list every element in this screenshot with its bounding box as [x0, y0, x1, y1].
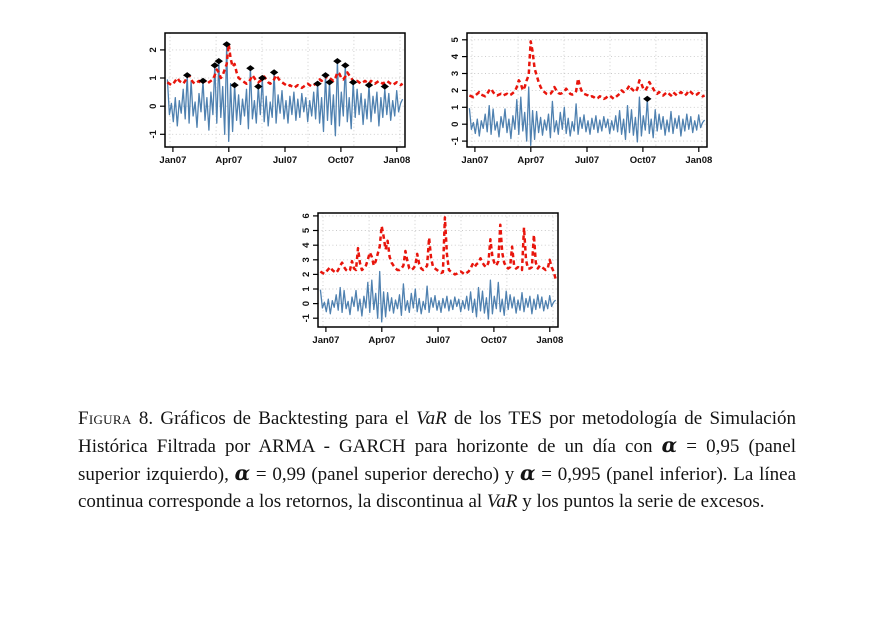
returns-line — [319, 270, 557, 323]
returns-line — [166, 43, 404, 143]
var-line — [468, 40, 706, 101]
exceedance-point — [333, 58, 342, 65]
figure-caption: Figura 8. Gráficos de Backtesting para e… — [78, 405, 796, 515]
y-tick-label: 3 — [450, 71, 461, 76]
x-tick-label: Jul07 — [273, 155, 297, 166]
exceedance-point — [349, 79, 358, 86]
y-tick-label: -1 — [148, 129, 159, 138]
exceedance-point — [230, 82, 239, 89]
y-tick-label: 5 — [450, 36, 461, 42]
x-tick-label: Jan07 — [461, 155, 488, 166]
caption-run: = 0,995 (panel inferior). La línea conti… — [78, 464, 797, 512]
x-tick-label: Oct07 — [481, 335, 507, 346]
x-tick-label: Apr07 — [368, 335, 395, 346]
caption-run: de los TES por metodología de Simulación… — [78, 408, 796, 457]
caption-run: VaR — [486, 491, 518, 512]
exceedance-point — [341, 62, 350, 69]
caption-run: y los puntos la serie de excesos. — [517, 491, 765, 512]
caption-run: Gráficos de Backtesting para el — [160, 408, 417, 429]
exceedance-point — [198, 77, 208, 84]
caption-run: α — [234, 461, 251, 485]
var-line — [166, 43, 404, 90]
exceedance-point — [364, 82, 374, 89]
caption-run: Figura — [78, 408, 132, 429]
x-tick-label: Apr07 — [215, 155, 242, 166]
y-tick-label: 1 — [148, 75, 159, 81]
x-tick-label: Oct07 — [630, 155, 656, 166]
y-tick-label: 2 — [301, 272, 312, 277]
x-tick-label: Jan08 — [536, 335, 563, 346]
caption-run: VaR — [416, 408, 447, 429]
y-tick-label: 0 — [148, 104, 159, 109]
y-tick-label: 2 — [148, 47, 159, 52]
y-tick-label: 4 — [450, 53, 461, 59]
y-tick-label: 6 — [301, 213, 312, 218]
y-tick-label: 0 — [301, 301, 312, 306]
x-tick-label: Jan08 — [685, 155, 712, 166]
exceedance-point — [380, 83, 389, 90]
x-tick-label: Jul07 — [426, 335, 450, 346]
x-tick-label: Apr07 — [517, 155, 544, 166]
exceedance-point — [321, 72, 330, 79]
exceedance-point — [325, 79, 334, 86]
caption-run: = 0,95 (panel superior izquierdo), — [78, 436, 797, 485]
y-tick-label: -1 — [301, 313, 312, 322]
exceedance-point — [254, 83, 263, 90]
x-tick-label: Jul07 — [575, 155, 599, 166]
returns-line — [468, 86, 706, 146]
x-tick-label: Jan07 — [159, 155, 186, 166]
x-tick-label: Jan08 — [383, 155, 410, 166]
y-tick-label: 0 — [450, 122, 461, 127]
exceedance-point — [214, 58, 223, 65]
x-tick-label: Oct07 — [328, 155, 354, 166]
y-tick-label: 4 — [301, 242, 312, 248]
exceedance-point — [258, 74, 267, 82]
exceedance-point — [313, 80, 322, 87]
exceedance-point — [269, 69, 279, 76]
exceedance-point — [183, 72, 192, 79]
backtesting-chart-var-095: -1 0 1 2 Jan07 Apr07 Jul07 Oct07 Jan08 — [148, 32, 410, 166]
y-tick-label: 1 — [301, 286, 312, 292]
backtesting-chart-var-099: -1 0 1 2 3 4 5 Jan07 Apr07 Jul07 Oct07 Jan08 — [450, 32, 712, 166]
caption-run: α — [520, 461, 536, 485]
backtesting-chart-var-0995: -1 0 1 2 3 4 5 6 Jan07 Apr07 Jul07 Oct07 Jan08 — [301, 212, 563, 346]
exceedance-point — [210, 62, 219, 69]
exceedance-point — [246, 65, 255, 72]
y-tick-label: 2 — [450, 88, 461, 93]
y-tick-label: 5 — [301, 227, 312, 233]
x-tick-label: Jan07 — [312, 335, 339, 346]
exceedance-point — [643, 95, 652, 102]
var-line — [319, 216, 557, 280]
y-tick-label: 1 — [450, 104, 461, 110]
caption-run: = 0,99 (panel superior derecho) y — [250, 464, 521, 485]
caption-run: α — [661, 433, 678, 457]
caption-run: 8. — [131, 408, 161, 429]
exceedance-point — [222, 41, 231, 48]
y-tick-label: -1 — [450, 136, 461, 145]
y-tick-label: 3 — [301, 257, 312, 262]
